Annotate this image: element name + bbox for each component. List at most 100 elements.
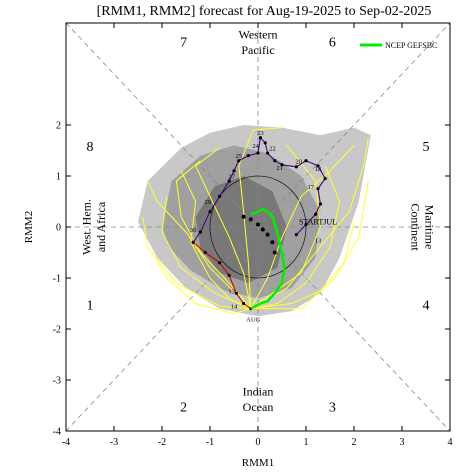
ensemble-member-line	[142, 216, 251, 310]
y-tick-label: 0	[56, 223, 61, 234]
mean-marker	[248, 217, 253, 222]
ensemble-member-line	[250, 181, 369, 310]
observed-july-point	[280, 163, 284, 167]
legend-label: NCEP GEFSBC	[385, 41, 437, 50]
x-tick-label: -2	[158, 437, 166, 448]
ensemble-member-line	[151, 252, 251, 315]
x-tick-label: -3	[110, 437, 118, 448]
observed-july-label: 21	[276, 165, 283, 172]
observed-july-point	[258, 136, 262, 140]
observed-july-label: 24	[252, 143, 259, 150]
y-axis-label: RMM2	[23, 211, 35, 243]
phase-label: 3	[329, 400, 336, 415]
observed-july-point	[316, 164, 320, 168]
ensemble-member-line	[180, 170, 252, 310]
observed-august-label: 13	[228, 288, 235, 295]
observed-july-label: 17	[308, 184, 315, 191]
ensemble-member-line	[147, 180, 252, 309]
observed-july-label: STARTJUL	[299, 217, 337, 226]
observed-july-label: 20	[296, 158, 303, 165]
mean-marker	[272, 250, 277, 255]
phase-label: 1	[87, 298, 94, 313]
x-axis-label: RMM1	[242, 457, 274, 469]
ensemble-member-line	[250, 145, 321, 310]
region-label: Western	[238, 28, 277, 42]
observed-august-point	[218, 261, 222, 265]
chart-title: [RMM1, RMM2] forecast for Aug-19-2025 to…	[97, 4, 432, 19]
observed-august-point	[234, 291, 238, 295]
x-tick-label: -4	[62, 437, 70, 448]
observed-july-point	[294, 233, 298, 237]
y-tick-label: -3	[53, 376, 61, 387]
observed-august-point	[203, 250, 207, 255]
phase-label: 5	[423, 140, 430, 155]
mean-marker	[256, 222, 260, 227]
observed-july-point	[273, 159, 277, 163]
x-tick-label: 0	[256, 437, 261, 448]
observed-july-label: 18	[315, 166, 322, 173]
observed-july-point	[316, 187, 320, 191]
mean-marker	[265, 232, 270, 237]
x-tick-label: 2	[352, 437, 357, 448]
region-label: Indian	[243, 385, 274, 399]
region-label: Pacific	[241, 43, 274, 57]
legend: NCEP GEFSBC	[360, 41, 437, 50]
observed-july-point	[218, 194, 222, 198]
ensemble-member-line	[238, 127, 283, 309]
observed-july-label: 29	[204, 199, 211, 206]
observed-july-label: 23	[257, 130, 264, 137]
observed-july-label: 30	[190, 227, 197, 234]
y-tick-label: 2	[56, 121, 61, 132]
observed-july-point	[227, 179, 231, 183]
observed-july-point	[294, 165, 298, 169]
ensemble-member-line	[194, 147, 252, 309]
observed-july-point	[208, 210, 212, 214]
x-tick-label: 3	[400, 437, 405, 448]
observed-july-point	[246, 154, 250, 158]
region-label: and Africa	[94, 201, 108, 252]
observed-august-point	[191, 240, 195, 244]
observed-july-point	[318, 202, 322, 206]
ensemble-member-line	[250, 137, 369, 310]
region-label: Ocean	[243, 400, 274, 414]
y-tick-label: -4	[53, 427, 61, 438]
observed-july-point	[314, 212, 318, 216]
observed-july-label: 25	[236, 153, 243, 160]
observed-august-label: AUG	[246, 316, 260, 323]
ensemble-member-line	[250, 145, 355, 309]
phase-label: 4	[423, 298, 430, 313]
y-tick-label: -2	[53, 325, 61, 336]
phase-label: 7	[180, 36, 187, 51]
observed-july-point	[304, 159, 308, 163]
x-tick-label: 4	[448, 437, 453, 448]
region-label: Continent	[408, 203, 422, 251]
observed-august-point	[242, 301, 246, 306]
phase-label: 6	[329, 36, 336, 51]
ensemble-member-line	[161, 196, 251, 310]
observed-august-label: 14	[231, 304, 238, 311]
ensemble-member-line	[175, 160, 252, 309]
region-label: Maritime	[423, 205, 437, 250]
observed-july-point	[256, 151, 260, 155]
ensemble-mean-line	[250, 207, 286, 310]
observed-july-point	[237, 159, 241, 163]
unit-circle	[209, 175, 307, 279]
mean-marker	[270, 240, 275, 245]
ensemble-member-line	[250, 165, 341, 310]
mean-marker	[260, 227, 265, 232]
observed-july-point	[304, 222, 308, 227]
observed-july-label: 27	[228, 174, 235, 181]
x-tick-label: -1	[206, 437, 214, 448]
y-tick-label: -1	[53, 274, 61, 285]
observed-july-point	[232, 169, 236, 173]
observed-july-point	[263, 141, 267, 145]
observed-july-label: 13	[315, 237, 322, 244]
phase-label: 8	[87, 140, 94, 155]
observed-july-point	[266, 151, 270, 155]
mean-marker	[241, 214, 246, 219]
region-label: West. Hem.	[79, 199, 93, 255]
observed-july-label: 22	[269, 146, 276, 153]
observed-august-point	[227, 273, 231, 278]
x-tick-label: 1	[304, 437, 309, 448]
